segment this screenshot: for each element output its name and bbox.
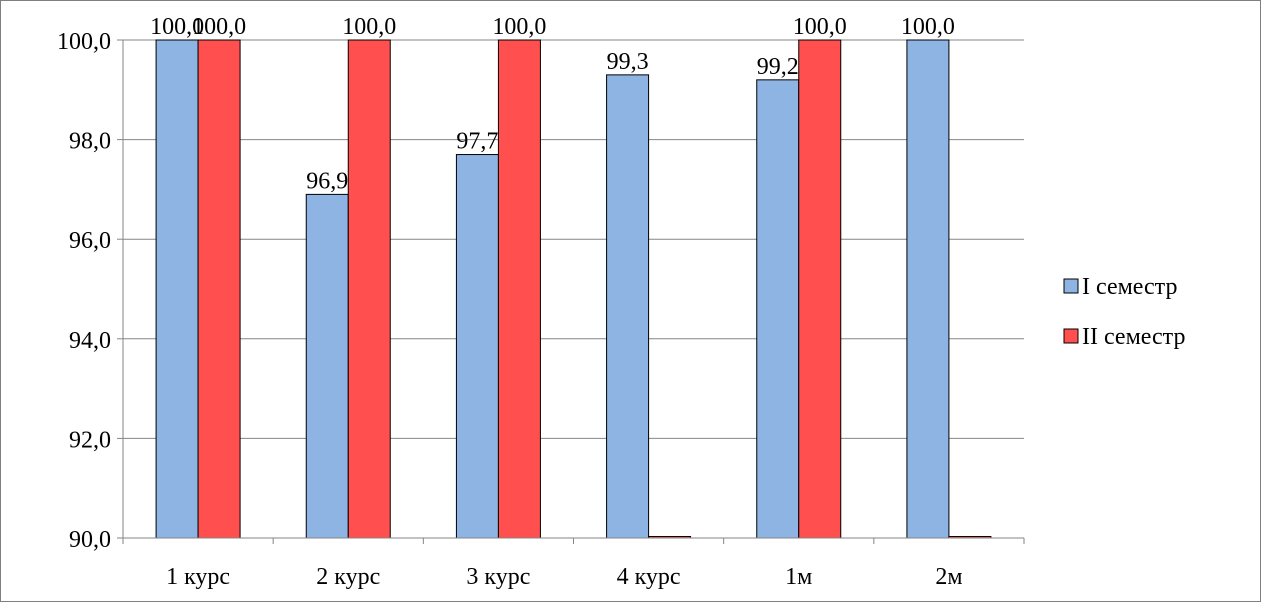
legend: I семестр II семестр [1063, 274, 1185, 350]
x-tick-label: 2м [935, 564, 962, 590]
x-tick-label: 3 курс [466, 564, 530, 590]
data-label: 96,9 [306, 168, 348, 194]
y-tick-labels: 90,0 92,0 94,0 96,0 98,0 100,0 [57, 29, 111, 553]
y-tick-label: 96,0 [69, 228, 111, 254]
x-tick-labels: 1 курс 2 курс 3 курс 4 курс 1м 2м [166, 564, 962, 590]
data-label: 99,3 [607, 49, 649, 75]
bar-semester-1 [155, 39, 199, 539]
bar-semester-1 [606, 74, 650, 539]
data-label: 100,0 [150, 14, 204, 40]
x-tick-label: 4 курс [617, 564, 681, 590]
data-label: 100,0 [192, 14, 246, 40]
legend-swatch [1063, 278, 1079, 294]
x-tick-label: 1м [785, 564, 812, 590]
x-tick-label: 2 курс [316, 564, 380, 590]
y-tick-label: 92,0 [69, 427, 111, 453]
legend-swatch [1063, 328, 1079, 344]
y-tick-label: 98,0 [69, 129, 111, 155]
bar-semester-2 [798, 39, 842, 539]
gridlines [123, 39, 1024, 439]
y-tick-label: 100,0 [57, 29, 111, 55]
data-label: 100,0 [342, 14, 396, 40]
y-tick-label: 94,0 [69, 328, 111, 354]
data-label: 100,0 [492, 14, 546, 40]
x-tick-label: 1 курс [166, 564, 230, 590]
bar-semester-1 [305, 193, 349, 539]
bar-semester-1 [455, 154, 499, 539]
axes [117, 39, 1025, 544]
data-label: 97,7 [456, 129, 498, 155]
y-tick-label: 90,0 [69, 527, 111, 553]
legend-label: I семестр [1082, 274, 1177, 300]
data-label: 99,2 [757, 54, 799, 80]
data-label: 100,0 [793, 14, 847, 40]
data-label: 100,0 [901, 14, 955, 40]
bar-semester-2 [497, 39, 541, 539]
bar-semester-2 [347, 39, 391, 539]
bar-semester-1 [756, 79, 800, 539]
bars [155, 39, 992, 539]
bar-semester-2 [197, 39, 241, 539]
bar-semester-1 [906, 39, 950, 539]
legend-label: II семестр [1082, 324, 1185, 350]
